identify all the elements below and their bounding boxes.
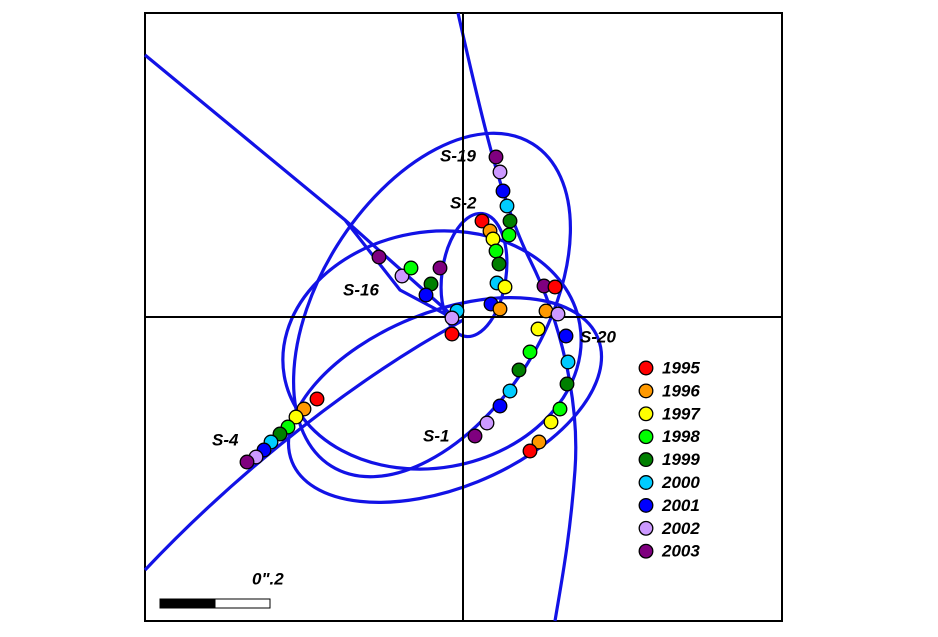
legend-marker <box>638 360 654 376</box>
position-dot <box>491 256 507 272</box>
position-dot <box>444 310 460 326</box>
orbit <box>456 12 578 622</box>
position-dot <box>530 321 546 337</box>
legend-label: 2003 <box>661 542 700 561</box>
legend: 1995 1996 1997 1998 1999 2000 2001 2002 2003 <box>638 358 701 561</box>
position-dot <box>558 328 574 344</box>
position-dot <box>511 362 527 378</box>
legend-marker <box>638 475 654 490</box>
scale-label: 0".2 <box>252 569 284 588</box>
orbit <box>143 53 461 324</box>
legend-marker <box>638 452 654 468</box>
position-dot <box>418 287 434 303</box>
position-dot <box>560 354 576 370</box>
position-dot <box>239 454 255 470</box>
orbit <box>291 131 573 479</box>
star-label: S-16 <box>343 280 379 299</box>
legend-label: 2002 <box>661 519 700 538</box>
position-dot <box>371 249 387 265</box>
star-label: S-4 <box>212 430 239 449</box>
position-dot <box>522 443 538 459</box>
legend-label: 2000 <box>661 473 700 492</box>
position-dot <box>538 303 554 319</box>
position-dot <box>502 213 518 229</box>
legend-marker <box>638 429 654 445</box>
star-label: S-20 <box>580 327 616 346</box>
position-dot <box>559 376 575 392</box>
star-label: S-19 <box>440 146 476 165</box>
position-dot <box>488 243 504 259</box>
scale-bar <box>159 598 216 609</box>
position-dot <box>467 428 483 444</box>
legend-label: 1999 <box>662 450 700 469</box>
orbits <box>143 12 604 622</box>
position-dot <box>501 227 517 243</box>
legend-marker <box>638 497 654 513</box>
position-dot <box>403 260 419 276</box>
position-dot <box>432 260 448 276</box>
legend-marker <box>638 383 654 399</box>
position-dot <box>492 164 508 180</box>
position-dot <box>547 279 563 295</box>
orbit <box>281 229 583 471</box>
scale-bar <box>214 598 271 609</box>
orbit <box>143 318 464 572</box>
legend-label: 1995 <box>662 358 700 377</box>
position-dot <box>485 231 501 247</box>
legend-marker <box>638 406 654 422</box>
position-dot <box>531 434 547 450</box>
legend-marker <box>638 520 654 536</box>
position-dot <box>488 149 504 165</box>
position-dot <box>502 383 518 399</box>
legend-label: 1997 <box>662 404 701 423</box>
legend-marker <box>638 543 654 559</box>
legend-label: 1996 <box>662 381 700 400</box>
position-dot <box>492 301 508 317</box>
position-dot <box>550 306 566 322</box>
position-dot <box>499 198 515 214</box>
dots <box>239 149 576 470</box>
position-dot <box>522 344 538 360</box>
position-dot <box>479 415 495 431</box>
position-dot <box>288 409 304 425</box>
position-dot <box>497 279 513 295</box>
legend-label: 2001 <box>661 496 700 515</box>
position-dot <box>495 183 511 199</box>
position-dot <box>552 401 568 417</box>
position-dot <box>543 414 559 430</box>
position-dot <box>309 391 325 407</box>
orbit <box>286 296 604 504</box>
star-label: S-2 <box>450 193 477 212</box>
star-label: S-1 <box>423 426 449 445</box>
position-dot <box>474 213 490 229</box>
legend-label: 1998 <box>662 427 700 446</box>
position-dot <box>492 398 508 414</box>
position-dot <box>444 326 460 342</box>
